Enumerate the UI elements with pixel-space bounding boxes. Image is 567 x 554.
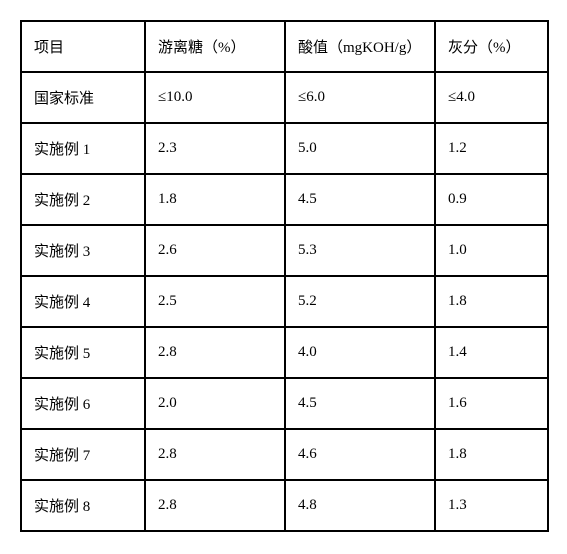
cell-label: 实施例 2 xyxy=(21,174,145,225)
cell-value: 1.0 xyxy=(435,225,548,276)
cell-value: ≤10.0 xyxy=(145,72,285,123)
header-cell-ash: 灰分（%） xyxy=(435,21,548,72)
cell-label: 实施例 4 xyxy=(21,276,145,327)
cell-label: 实施例 3 xyxy=(21,225,145,276)
cell-value: 1.2 xyxy=(435,123,548,174)
table-row: 实施例 1 2.3 5.0 1.2 xyxy=(21,123,548,174)
cell-value: 1.8 xyxy=(435,276,548,327)
cell-value: 2.8 xyxy=(145,327,285,378)
cell-label: 实施例 5 xyxy=(21,327,145,378)
cell-value: 5.2 xyxy=(285,276,435,327)
cell-value: 4.5 xyxy=(285,174,435,225)
cell-value: 4.6 xyxy=(285,429,435,480)
cell-value: 2.8 xyxy=(145,429,285,480)
cell-value: 2.8 xyxy=(145,480,285,531)
cell-label: 实施例 7 xyxy=(21,429,145,480)
cell-label: 实施例 1 xyxy=(21,123,145,174)
cell-value: ≤6.0 xyxy=(285,72,435,123)
header-cell-sugar: 游离糖（%） xyxy=(145,21,285,72)
table-row: 实施例 6 2.0 4.5 1.6 xyxy=(21,378,548,429)
table-row: 实施例 5 2.8 4.0 1.4 xyxy=(21,327,548,378)
cell-value: 1.3 xyxy=(435,480,548,531)
table-row: 实施例 3 2.6 5.3 1.0 xyxy=(21,225,548,276)
cell-label: 实施例 8 xyxy=(21,480,145,531)
table-row: 实施例 4 2.5 5.2 1.8 xyxy=(21,276,548,327)
cell-value: 1.6 xyxy=(435,378,548,429)
cell-value: 4.8 xyxy=(285,480,435,531)
cell-value: 0.9 xyxy=(435,174,548,225)
table-row: 实施例 8 2.8 4.8 1.3 xyxy=(21,480,548,531)
data-table: 项目 游离糖（%） 酸值（mgKOH/g） 灰分（%） 国家标准 ≤10.0 ≤… xyxy=(20,20,549,532)
cell-value: 2.3 xyxy=(145,123,285,174)
table-row: 国家标准 ≤10.0 ≤6.0 ≤4.0 xyxy=(21,72,548,123)
cell-value: 1.8 xyxy=(145,174,285,225)
cell-value: 5.0 xyxy=(285,123,435,174)
cell-value: ≤4.0 xyxy=(435,72,548,123)
cell-value: 1.8 xyxy=(435,429,548,480)
cell-value: 2.0 xyxy=(145,378,285,429)
table-header-row: 项目 游离糖（%） 酸值（mgKOH/g） 灰分（%） xyxy=(21,21,548,72)
cell-label: 国家标准 xyxy=(21,72,145,123)
cell-value: 4.5 xyxy=(285,378,435,429)
cell-value: 2.5 xyxy=(145,276,285,327)
cell-value: 5.3 xyxy=(285,225,435,276)
cell-value: 2.6 xyxy=(145,225,285,276)
cell-value: 1.4 xyxy=(435,327,548,378)
cell-value: 4.0 xyxy=(285,327,435,378)
table-row: 实施例 7 2.8 4.6 1.8 xyxy=(21,429,548,480)
table-body: 项目 游离糖（%） 酸值（mgKOH/g） 灰分（%） 国家标准 ≤10.0 ≤… xyxy=(21,21,548,531)
table-row: 实施例 2 1.8 4.5 0.9 xyxy=(21,174,548,225)
header-cell-acid: 酸值（mgKOH/g） xyxy=(285,21,435,72)
cell-label: 实施例 6 xyxy=(21,378,145,429)
header-cell-item: 项目 xyxy=(21,21,145,72)
